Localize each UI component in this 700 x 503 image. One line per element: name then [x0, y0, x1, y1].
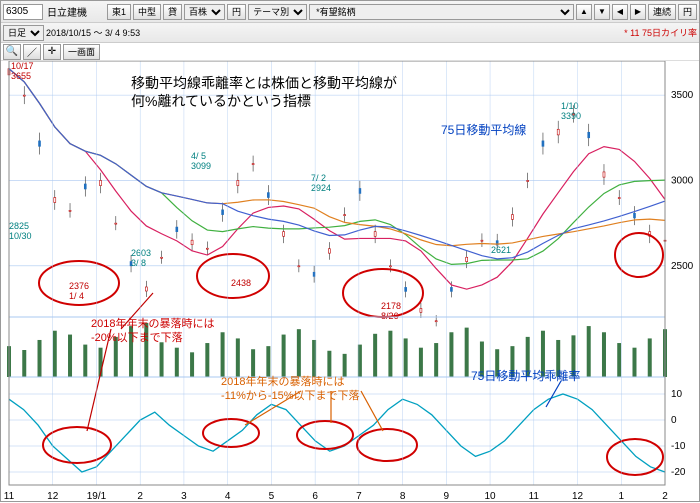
sub-toolbar: 日足 2018/10/15 ～ 3/ 4 9:53 * 11 75日カイリ率: [1, 23, 699, 43]
svg-text:3655: 3655: [11, 71, 31, 81]
svg-text:12: 12: [572, 491, 584, 502]
crosshair-icon[interactable]: ✛: [43, 44, 61, 60]
svg-text:2621: 2621: [491, 245, 511, 255]
svg-text:8: 8: [400, 491, 406, 502]
svg-text:2376: 2376: [69, 281, 89, 291]
svg-text:-20: -20: [671, 467, 686, 478]
loan-button[interactable]: 貸: [163, 4, 182, 20]
arrow-left-icon[interactable]: ◀: [612, 4, 628, 20]
timeframe-select[interactable]: 日足: [3, 25, 44, 41]
theme-select[interactable]: テーマ別: [248, 4, 307, 20]
tool-toolbar: 🔍 ／ ✛ 一画面: [1, 43, 699, 61]
svg-text:3/ 8: 3/ 8: [131, 258, 146, 268]
linked-button[interactable]: 連続: [648, 4, 676, 20]
svg-text:10: 10: [485, 491, 497, 502]
svg-text:-10: -10: [671, 441, 686, 452]
svg-text:2178: 2178: [381, 301, 401, 311]
currency-button[interactable]: 円: [227, 4, 246, 20]
svg-text:3000: 3000: [671, 175, 694, 186]
svg-text:19/1: 19/1: [87, 491, 107, 502]
svg-text:4/ 5: 4/ 5: [191, 151, 206, 161]
svg-text:3: 3: [181, 491, 187, 502]
lot-select[interactable]: 百株: [184, 4, 225, 20]
stock-code-input[interactable]: [3, 4, 43, 20]
svg-text:7/ 2: 7/ 2: [311, 173, 326, 183]
svg-text:11: 11: [4, 491, 15, 502]
svg-text:2: 2: [662, 491, 668, 502]
arrow-up-icon[interactable]: ▲: [576, 4, 592, 20]
svg-text:10: 10: [671, 389, 683, 400]
stock-name-label: 日立建機: [45, 4, 105, 19]
svg-text:2438: 2438: [231, 278, 251, 288]
svg-text:11: 11: [529, 491, 540, 502]
chart-window: 日立建機 東1 中型 貸 百株 円 テーマ別 *有望銘柄 ▲ ▼ ◀ ▶ 連続 …: [0, 0, 700, 502]
single-view-button[interactable]: 一画面: [63, 44, 100, 60]
arrow-down-icon[interactable]: ▼: [594, 4, 610, 20]
market-button[interactable]: 東1: [107, 4, 131, 20]
svg-text:3500: 3500: [671, 90, 694, 101]
svg-text:9: 9: [444, 491, 450, 502]
svg-text:0: 0: [671, 415, 677, 426]
svg-text:5: 5: [269, 491, 275, 502]
svg-text:10/17: 10/17: [11, 61, 34, 71]
svg-text:1: 1: [618, 491, 624, 502]
zoom-in-icon[interactable]: 🔍: [3, 44, 21, 60]
svg-text:12: 12: [47, 491, 59, 502]
svg-text:2825: 2825: [9, 221, 29, 231]
svg-text:10/30: 10/30: [9, 231, 32, 241]
zoom-out-icon[interactable]: ／: [23, 44, 41, 60]
sub-indicator-label: * 11 75日カイリ率: [624, 26, 697, 39]
svg-text:1/10: 1/10: [561, 101, 579, 111]
svg-text:6: 6: [312, 491, 318, 502]
svg-text:1/ 4: 1/ 4: [69, 291, 84, 301]
svg-text:4: 4: [225, 491, 231, 502]
chart-svg: 25003000350010/173655282510/3026033/ 823…: [1, 61, 700, 503]
main-toolbar: 日立建機 東1 中型 貸 百株 円 テーマ別 *有望銘柄 ▲ ▼ ◀ ▶ 連続 …: [1, 1, 699, 23]
svg-text:2: 2: [137, 491, 143, 502]
chart-area: 25003000350010/173655282510/3026033/ 823…: [1, 61, 699, 501]
svg-text:3390: 3390: [561, 111, 581, 121]
size-button[interactable]: 中型: [133, 4, 161, 20]
svg-text:7: 7: [356, 491, 362, 502]
date-range-label: 2018/10/15 ～ 3/ 4 9:53: [46, 26, 140, 39]
arrow-right-icon[interactable]: ▶: [630, 4, 646, 20]
svg-text:2603: 2603: [131, 248, 151, 258]
svg-text:2924: 2924: [311, 183, 331, 193]
svg-text:3099: 3099: [191, 161, 211, 171]
yen-button[interactable]: 円: [678, 4, 697, 20]
svg-text:2500: 2500: [671, 261, 694, 272]
watchlist-select[interactable]: *有望銘柄: [309, 4, 574, 20]
